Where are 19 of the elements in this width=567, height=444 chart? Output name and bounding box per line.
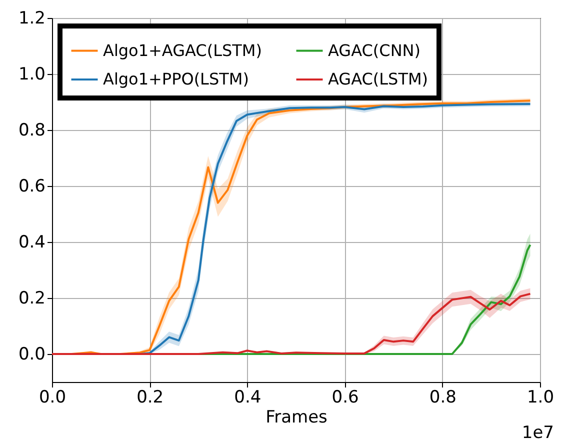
x-tick-label: 0.6 xyxy=(332,388,359,408)
x-axis-title: Frames xyxy=(266,408,328,428)
y-tick-label: 0.8 xyxy=(18,120,46,140)
y-tick-label: 0.6 xyxy=(18,176,46,196)
text: 1e7 xyxy=(522,423,554,443)
x-tick-label: 0.4 xyxy=(234,388,262,408)
y-tick-label: 1.0 xyxy=(18,64,46,84)
y-tick-label: 0.0 xyxy=(18,344,46,364)
x-tick-label: 0.8 xyxy=(429,388,456,408)
x-tick-label: 0.0 xyxy=(38,388,66,408)
x-tick-label: 0.2 xyxy=(136,388,164,408)
x-tick-label: 1.0 xyxy=(526,388,554,408)
legend-label: Algo1+PPO(LSTM) xyxy=(103,70,249,88)
legend-label: Algo1+AGAC(LSTM) xyxy=(103,40,262,60)
legend-label: AGAC(CNN) xyxy=(328,40,420,60)
y-tick-label: 0.2 xyxy=(18,288,46,308)
y-tick-label: 1.2 xyxy=(18,8,46,28)
y-tick-label: 0.4 xyxy=(18,232,46,252)
legend-label: AGAC(LSTM) xyxy=(328,70,428,88)
